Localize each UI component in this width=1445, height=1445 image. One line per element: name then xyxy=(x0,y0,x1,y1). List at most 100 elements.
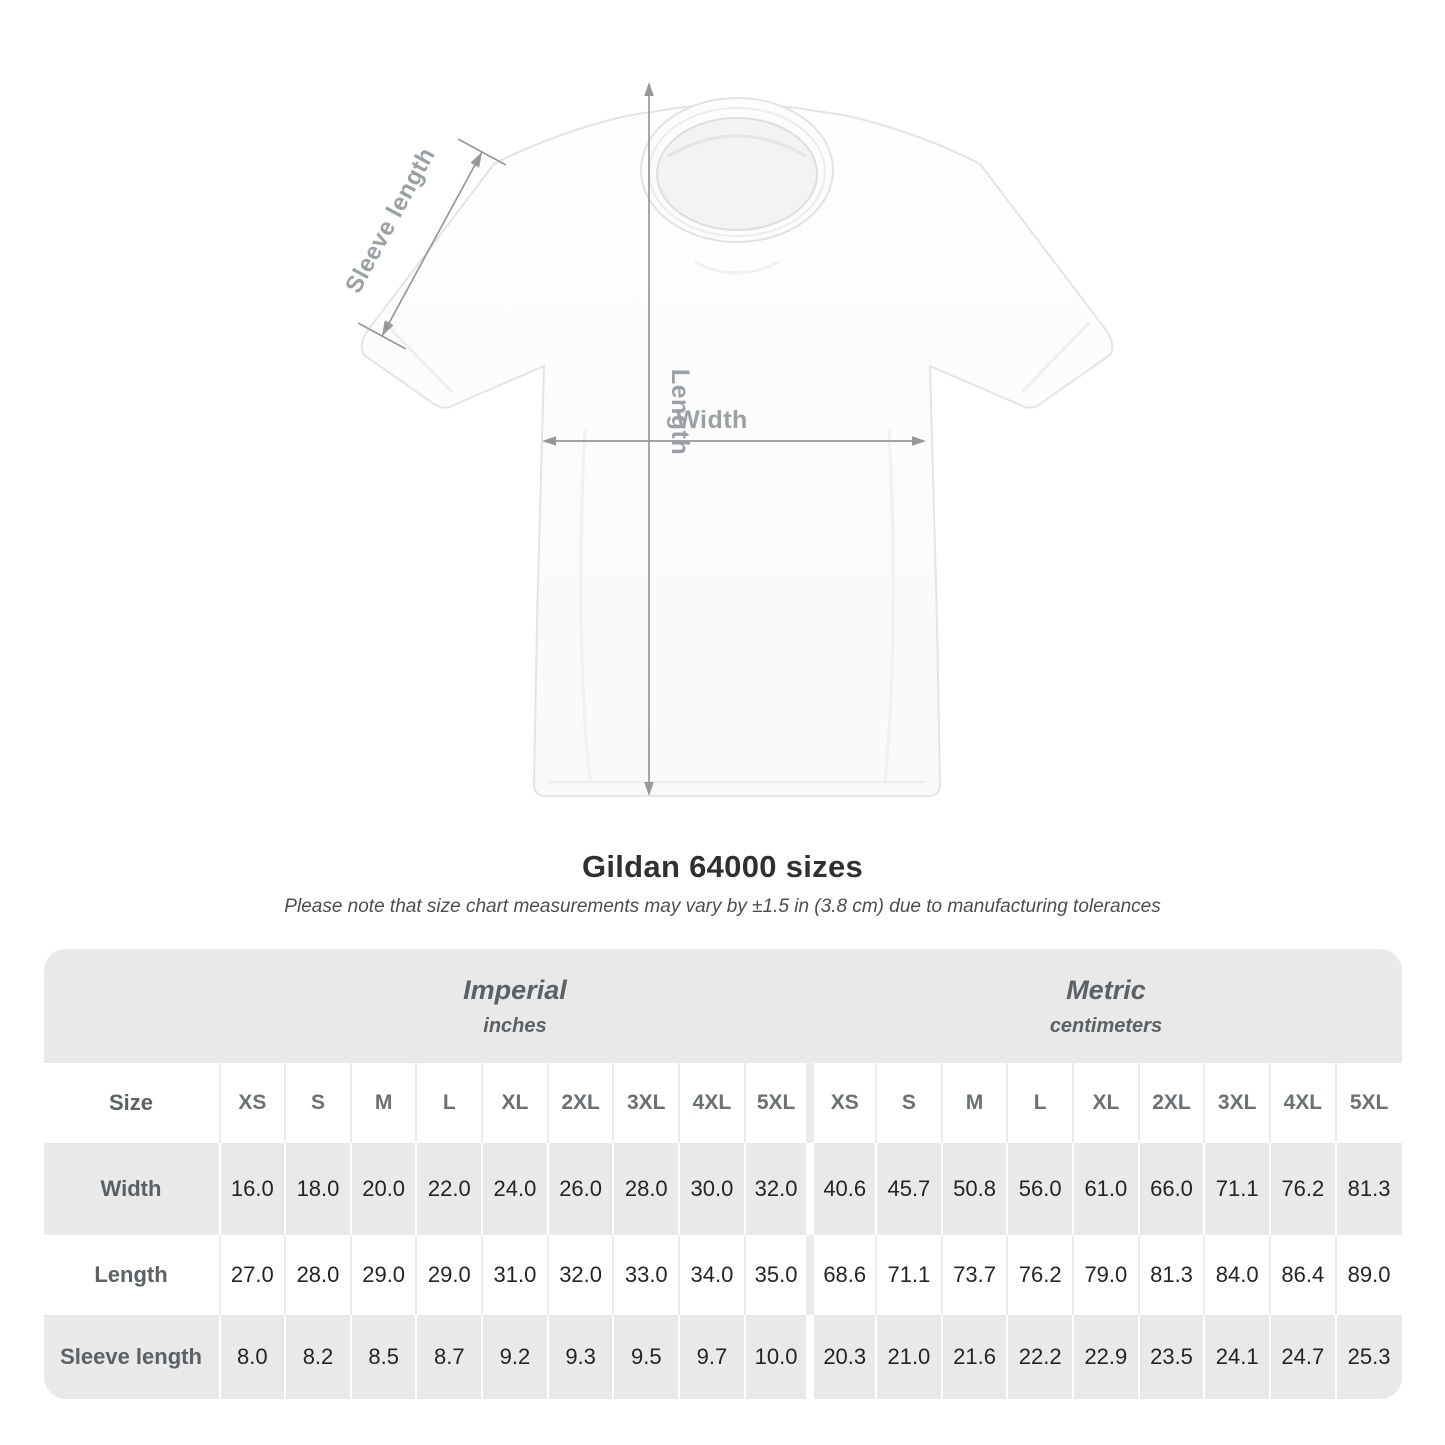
size-value-cell: 16.0 xyxy=(218,1143,286,1235)
table-row: Sleeve length 8.0 8.2 8.5 8.7 9.2 9.3 9.5 9.7 10.… xyxy=(43,1315,1402,1399)
size-value-cell: 9.7 xyxy=(678,1315,745,1399)
imperial-title: Imperial xyxy=(463,974,567,1005)
size-value-cell: 23.5 xyxy=(1137,1315,1205,1399)
sleeve-length-arrow xyxy=(357,138,507,350)
metric-title: Metric xyxy=(1066,974,1146,1005)
size-value-cell: 32.0 xyxy=(546,1235,614,1315)
metric-unit: centimeters xyxy=(1049,1014,1163,1037)
size-value-cell: 76.2 xyxy=(1006,1235,1074,1315)
size-value-cell: 33.0 xyxy=(612,1235,680,1315)
size-value-cell: 81.3 xyxy=(1137,1235,1205,1315)
size-table-container: Imperial inches Metric centimeters Size … xyxy=(43,949,1402,1399)
size-column-header: L xyxy=(1006,1063,1074,1143)
tshirt-shape xyxy=(360,97,1114,797)
size-column-header: 5XL xyxy=(1334,1063,1402,1143)
size-value-cell: 22.9 xyxy=(1072,1315,1139,1399)
size-column-header: XS xyxy=(806,1063,877,1143)
size-value-cell: 45.7 xyxy=(875,1143,942,1235)
size-table-body: Width 16.0 18.0 20.0 22.0 24.0 26.0 28.0 30.0 32.… xyxy=(43,1143,1402,1399)
size-value-cell: 9.2 xyxy=(481,1315,548,1399)
size-value-cell: 89.0 xyxy=(1334,1235,1402,1315)
size-value-cell: 30.0 xyxy=(678,1143,745,1235)
size-value-cell: 25.3 xyxy=(1334,1315,1402,1399)
size-column-header: 3XL xyxy=(612,1063,680,1143)
size-value-cell: 50.8 xyxy=(940,1143,1008,1235)
metric-section-header: Metric centimeters xyxy=(810,949,1402,1063)
size-value-cell: 79.0 xyxy=(1072,1235,1139,1315)
size-value-cell: 24.0 xyxy=(481,1143,548,1235)
size-value-cell: 24.1 xyxy=(1203,1315,1270,1399)
row-label: Length xyxy=(43,1235,220,1315)
size-value-cell: 71.1 xyxy=(1203,1143,1270,1235)
units-band-row: Imperial inches Metric centimeters xyxy=(43,949,1402,1063)
size-column-header: S xyxy=(875,1063,942,1143)
chest-shadow-line xyxy=(694,260,780,275)
size-column-header: XL xyxy=(481,1063,548,1143)
tolerance-note: Please note that size chart measurements… xyxy=(284,896,1161,917)
page-title: Gildan 64000 sizes xyxy=(581,849,864,884)
size-value-cell: 21.6 xyxy=(940,1315,1008,1399)
size-value-cell: 76.2 xyxy=(1269,1143,1336,1235)
size-column-header: 4XL xyxy=(1269,1063,1336,1143)
size-value-cell: 27.0 xyxy=(218,1235,286,1315)
length-label: Length xyxy=(666,369,694,455)
size-value-cell: 31.0 xyxy=(481,1235,548,1315)
size-value-cell: 34.0 xyxy=(678,1235,745,1315)
size-column-header: M xyxy=(940,1063,1008,1143)
size-value-cell: 66.0 xyxy=(1137,1143,1205,1235)
size-table: Imperial inches Metric centimeters Size … xyxy=(43,949,1402,1399)
width-label: Width xyxy=(676,406,748,434)
size-column-header: M xyxy=(349,1063,417,1143)
size-value-cell: 28.0 xyxy=(612,1143,680,1235)
size-value-cell: 22.0 xyxy=(415,1143,483,1235)
size-value-cell: 21.0 xyxy=(875,1315,942,1399)
row-label: Sleeve length xyxy=(43,1315,220,1399)
size-value-cell: 28.0 xyxy=(284,1235,351,1315)
size-value-cell: 8.7 xyxy=(415,1315,483,1399)
size-header-label: Size xyxy=(43,1063,220,1143)
length-arrow xyxy=(644,82,654,796)
heading-block: Gildan 64000 sizes Please note that size… xyxy=(0,849,1445,918)
size-header-row: Size XS S M L XL 2XL 3XL 4XL 5XL XS S M L XL 2XL 3XL 4XL… xyxy=(43,1063,1402,1143)
fold-line-left xyxy=(579,429,592,781)
size-value-cell: 18.0 xyxy=(284,1143,351,1235)
size-value-cell: 8.2 xyxy=(284,1315,351,1399)
size-column-header: 4XL xyxy=(678,1063,745,1143)
size-value-cell: 32.0 xyxy=(743,1143,811,1235)
size-value-cell: 86.4 xyxy=(1269,1235,1336,1315)
size-value-cell: 68.6 xyxy=(806,1235,877,1315)
size-value-cell: 26.0 xyxy=(546,1143,614,1235)
size-value-cell: 73.7 xyxy=(940,1235,1008,1315)
size-value-cell: 20.3 xyxy=(806,1315,877,1399)
size-value-cell: 20.0 xyxy=(349,1143,417,1235)
size-value-cell: 8.5 xyxy=(349,1315,417,1399)
fold-line-right xyxy=(883,429,895,781)
size-column-header: XL xyxy=(1072,1063,1139,1143)
size-value-cell: 35.0 xyxy=(743,1235,811,1315)
size-value-cell: 24.7 xyxy=(1269,1315,1336,1399)
width-arrow xyxy=(542,436,926,446)
size-column-header: 3XL xyxy=(1203,1063,1270,1143)
table-row: Width 16.0 18.0 20.0 22.0 24.0 26.0 28.0 30.0 32.… xyxy=(43,1143,1402,1235)
left-cuff-seam xyxy=(383,321,453,393)
right-cuff-seam xyxy=(1021,321,1091,393)
size-value-cell: 81.3 xyxy=(1334,1143,1402,1235)
size-value-cell: 22.2 xyxy=(1006,1315,1074,1399)
size-value-cell: 61.0 xyxy=(1072,1143,1139,1235)
imperial-section-header: Imperial inches xyxy=(219,949,811,1063)
row-label: Width xyxy=(43,1143,220,1235)
size-column-header: 2XL xyxy=(1137,1063,1205,1143)
size-value-cell: 56.0 xyxy=(1006,1143,1074,1235)
collar xyxy=(640,97,834,243)
size-value-cell: 9.3 xyxy=(546,1315,614,1399)
table-row: Length 27.0 28.0 29.0 29.0 31.0 32.0 33.0 34.0 35… xyxy=(43,1235,1402,1315)
size-value-cell: 10.0 xyxy=(743,1315,811,1399)
size-column-header: L xyxy=(415,1063,483,1143)
size-value-cell: 29.0 xyxy=(349,1235,417,1315)
imperial-unit: inches xyxy=(483,1014,547,1037)
size-value-cell: 29.0 xyxy=(415,1235,483,1315)
size-column-header: S xyxy=(284,1063,351,1143)
size-value-cell: 84.0 xyxy=(1203,1235,1270,1315)
size-column-header: 2XL xyxy=(546,1063,614,1143)
